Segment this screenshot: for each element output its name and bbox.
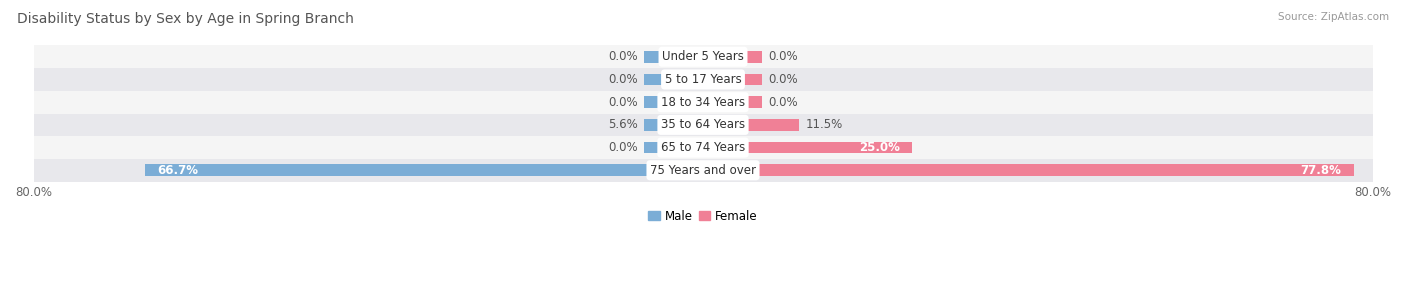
Bar	[703, 164, 1354, 176]
Text: Source: ZipAtlas.com: Source: ZipAtlas.com	[1278, 12, 1389, 22]
Bar	[34, 113, 1372, 136]
Text: 66.7%: 66.7%	[157, 164, 198, 177]
Bar	[34, 91, 1372, 113]
Text: 11.5%: 11.5%	[806, 118, 844, 131]
Bar	[34, 45, 1372, 68]
Text: 0.0%: 0.0%	[609, 73, 638, 86]
Text: 77.8%: 77.8%	[1301, 164, 1341, 177]
Text: 0.0%: 0.0%	[768, 50, 797, 63]
Bar	[703, 74, 762, 85]
Text: 5 to 17 Years: 5 to 17 Years	[665, 73, 741, 86]
Text: Under 5 Years: Under 5 Years	[662, 50, 744, 63]
Text: 18 to 34 Years: 18 to 34 Years	[661, 96, 745, 109]
Bar	[703, 142, 912, 154]
Bar	[703, 119, 799, 131]
Text: 0.0%: 0.0%	[768, 96, 797, 109]
Text: 0.0%: 0.0%	[609, 50, 638, 63]
Bar	[34, 136, 1372, 159]
Bar	[644, 119, 703, 131]
Text: 75 Years and over: 75 Years and over	[650, 164, 756, 177]
Text: 5.6%: 5.6%	[607, 118, 638, 131]
Bar	[145, 164, 703, 176]
Text: 35 to 64 Years: 35 to 64 Years	[661, 118, 745, 131]
Bar	[644, 74, 703, 85]
Bar	[703, 96, 762, 108]
Text: 0.0%: 0.0%	[768, 73, 797, 86]
Text: 25.0%: 25.0%	[859, 141, 900, 154]
Bar	[644, 142, 703, 154]
Bar	[644, 96, 703, 108]
Text: 0.0%: 0.0%	[609, 96, 638, 109]
Text: 65 to 74 Years: 65 to 74 Years	[661, 141, 745, 154]
Bar	[34, 68, 1372, 91]
Bar	[34, 159, 1372, 181]
Bar	[703, 51, 762, 63]
Legend: Male, Female: Male, Female	[644, 205, 762, 227]
Text: Disability Status by Sex by Age in Spring Branch: Disability Status by Sex by Age in Sprin…	[17, 12, 354, 26]
Bar	[644, 51, 703, 63]
Text: 0.0%: 0.0%	[609, 141, 638, 154]
